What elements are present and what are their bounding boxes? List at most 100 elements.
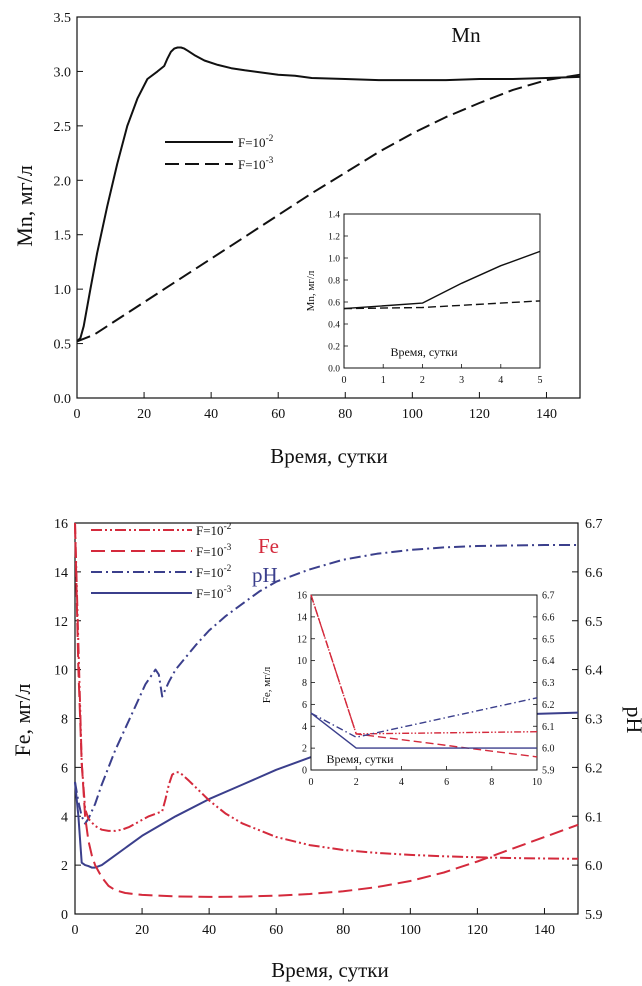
fe-x-tick-label: 0	[72, 923, 79, 938]
fe-inset-series-line-4	[310, 712, 537, 749]
fe-x-tick-label: 60	[269, 923, 283, 938]
fe-inset-x-axis-label: Время, сутки	[326, 752, 394, 766]
fe-y-tick-label: 4	[61, 810, 68, 825]
fe-series-line-1	[74, 522, 579, 860]
fe-series-line-3	[74, 544, 578, 825]
ph-inset-y-tick-label: 6.0	[542, 744, 555, 755]
mn-legend-label: F=10-3	[238, 156, 274, 172]
mn-inset-x-tick-label: 5	[538, 375, 543, 386]
fe-y-tick-label: 0	[61, 908, 68, 923]
mn-series-line-1	[76, 46, 581, 343]
fe-series-line-2	[74, 522, 579, 898]
fe-y-axis-label: Fe, мг/л	[10, 683, 35, 756]
fe-inset-x-tick-label: 6	[444, 777, 449, 788]
mn-y-tick-label: 3.5	[54, 11, 72, 26]
mn-inset-y-tick-label: 0.0	[328, 365, 340, 375]
mn-x-tick-label: 100	[402, 407, 423, 422]
ph-y-tick-label: 5.9	[585, 908, 603, 923]
fe-inset-x-tick-label: 8	[489, 777, 494, 788]
mn-inset-y-tick-label: 1.4	[328, 211, 340, 221]
fe-y-tick-label: 12	[54, 615, 68, 630]
mn-inset-y-tick-label: 1.2	[328, 233, 340, 243]
fe-inset-series-line-3	[310, 697, 538, 738]
mn-inset-x-tick-label: 0	[342, 375, 347, 386]
fe-inset-y-tick-label: 4	[302, 722, 307, 733]
fe-inset-x-tick-label: 4	[399, 777, 404, 788]
ph-group-label: pH	[252, 563, 278, 587]
mn-y-axis-label: Mn, мг/л	[12, 165, 37, 247]
fe-legend-label: F=10-2	[196, 564, 232, 580]
fe-inset-x-tick-label: 10	[532, 777, 542, 788]
mn-inset-x-axis-label: Время, сутки	[390, 345, 458, 359]
mn-inset-y-tick-label: 0.4	[328, 321, 340, 331]
mn-series-line-2	[76, 73, 581, 343]
mn-x-tick-label: 120	[469, 407, 490, 422]
mn-y-tick-label: 3.0	[54, 65, 72, 80]
ph-inset-y-tick-label: 6.6	[542, 612, 555, 623]
mn-x-tick-label: 40	[204, 407, 218, 422]
ph-inset-y-tick-label: 6.4	[542, 656, 555, 667]
fe-x-tick-label: 40	[202, 923, 216, 938]
fe-x-tick-label: 80	[336, 923, 350, 938]
ph-y-tick-label: 6.6	[585, 566, 603, 581]
mn-chart-title: Mn	[451, 23, 481, 47]
ph-y-tick-label: 6.7	[585, 517, 603, 532]
fe-legend-label: F=10-3	[196, 543, 232, 559]
mn-x-tick-label: 20	[137, 407, 151, 422]
fe-x-tick-label: 100	[400, 923, 421, 938]
fe-y-tick-label: 14	[54, 566, 68, 581]
mn-inset-series-line-1	[343, 250, 541, 310]
fe-inset-y-tick-label: 0	[302, 766, 307, 777]
fe-inset-y-tick-label: 8	[302, 678, 307, 689]
mn-inset-series-line-2	[343, 300, 541, 310]
mn-x-tick-label: 80	[338, 407, 352, 422]
mn-inset-x-tick-label: 1	[381, 375, 386, 386]
mn-y-tick-label: 2.5	[54, 120, 72, 135]
ph-inset-y-tick-label: 6.5	[542, 634, 555, 645]
mn-plot-frame	[76, 16, 581, 399]
ph-inset-y-tick-label: 5.9	[542, 766, 555, 777]
ph-y-tick-label: 6.5	[585, 615, 603, 630]
mn-inset-x-tick-label: 3	[459, 375, 464, 386]
ph-y-tick-label: 6.4	[585, 664, 603, 679]
ph-inset-y-tick-label: 6.7	[542, 591, 555, 602]
mn-y-tick-label: 0.0	[54, 392, 72, 407]
fe-group-label: Fe	[258, 534, 279, 558]
fe-inset-x-tick-label: 0	[309, 777, 314, 788]
ph-y-axis-label: pH	[622, 707, 642, 734]
ph-inset-y-tick-label: 6.3	[542, 678, 555, 689]
fe-inset-y-tick-label: 12	[297, 634, 307, 645]
fe-inset-series-line-2	[310, 594, 538, 758]
mn-y-tick-label: 1.5	[54, 229, 72, 244]
mn-x-tick-label: 60	[271, 407, 285, 422]
ph-inset-y-tick-label: 6.2	[542, 700, 555, 711]
fe-inset-y-tick-label: 10	[297, 656, 307, 667]
mn-y-tick-label: 1.0	[54, 283, 72, 298]
ph-y-tick-label: 6.1	[585, 810, 603, 825]
mn-inset-x-tick-label: 4	[498, 375, 503, 386]
fe-inset-y-tick-label: 16	[297, 591, 307, 602]
ph-inset-y-tick-label: 6.1	[542, 722, 555, 733]
mn-legend-label: F=10-2	[238, 134, 274, 150]
fe-inset-y-tick-label: 2	[302, 744, 307, 755]
fe-x-tick-label: 120	[467, 923, 488, 938]
mn-inset-y-tick-label: 0.6	[328, 299, 340, 309]
fe-y-tick-label: 8	[61, 713, 68, 728]
ph-y-tick-label: 6.0	[585, 859, 603, 874]
ph-y-tick-label: 6.3	[585, 713, 603, 728]
mn-y-tick-label: 2.0	[54, 174, 72, 189]
fe-legend-label: F=10-2	[196, 522, 232, 538]
ph-y-tick-label: 6.2	[585, 761, 603, 776]
mn-inset-frame	[343, 213, 541, 369]
mn-inset-y-tick-label: 1.0	[328, 255, 340, 265]
fe-y-tick-label: 6	[61, 761, 68, 776]
mn-inset-y-axis-label: Mn, мг/л	[305, 270, 317, 311]
fe-x-tick-label: 20	[135, 923, 149, 938]
mn-inset-y-tick-label: 0.2	[328, 343, 340, 353]
fe-y-tick-label: 10	[54, 664, 68, 679]
fe-inset-x-tick-label: 2	[354, 777, 359, 788]
fe-x-tick-label: 140	[534, 923, 555, 938]
fe-y-tick-label: 2	[61, 859, 68, 874]
mn-x-axis-label: Время, сутки	[270, 444, 387, 468]
